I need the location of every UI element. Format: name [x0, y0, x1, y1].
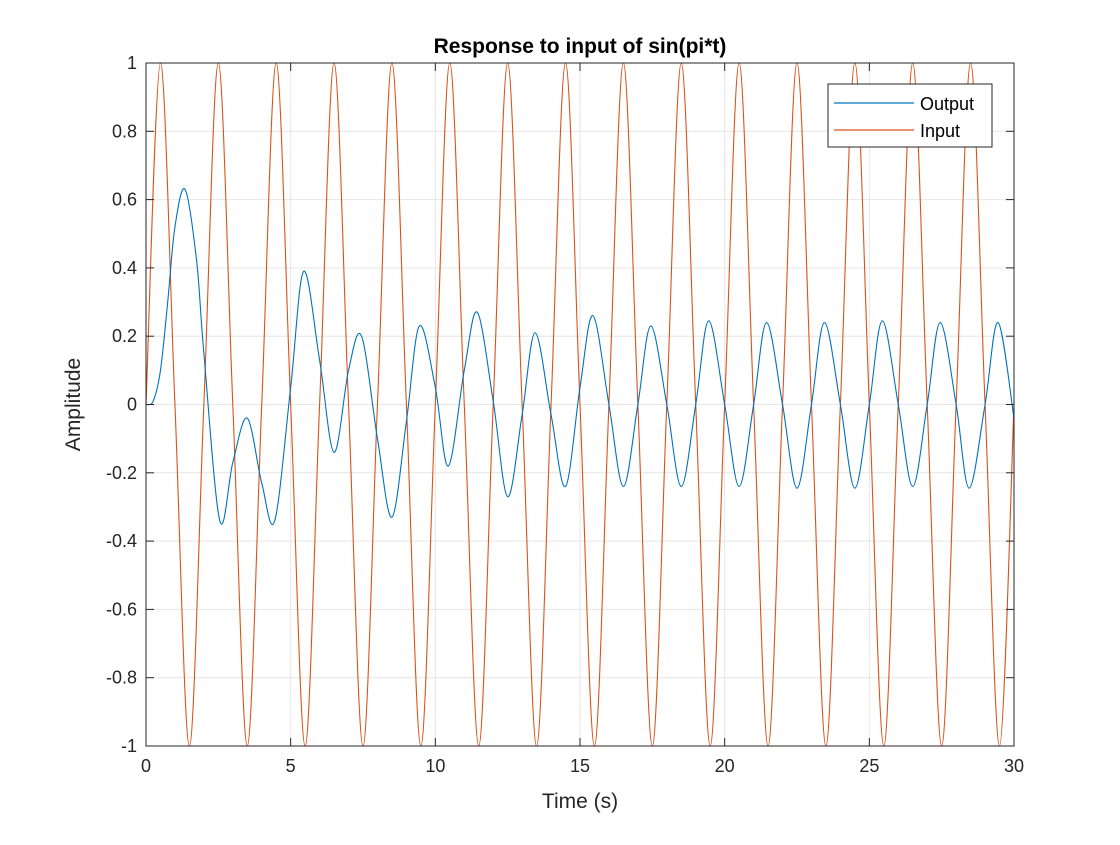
x-axis-label: Time (s): [542, 790, 618, 813]
series-layer: [146, 63, 1014, 746]
y-tick-label: -0.6: [106, 599, 137, 619]
x-tick-label: 25: [859, 756, 879, 776]
y-tick-label: 0.6: [112, 190, 137, 210]
legend-label-output: Output: [920, 94, 974, 114]
y-tick-label: -1: [121, 736, 137, 756]
y-axis-ticks: -1 -0.8 -0.6 -0.4 -0.2 0 0.2 0.4 0.6 0.8 1: [106, 53, 1014, 756]
x-tick-label: 30: [1004, 756, 1024, 776]
chart-title: Response to input of sin(pi*t): [434, 35, 727, 58]
y-tick-label: 0: [127, 395, 137, 415]
x-tick-label: 5: [286, 756, 296, 776]
legend-label-input: Input: [920, 121, 960, 141]
x-tick-label: 0: [141, 756, 151, 776]
y-axis-label: Amplitude: [62, 358, 85, 451]
x-axis-ticks: 0 5 10 15 20 25 30: [141, 63, 1024, 776]
series-line-output: [146, 188, 1014, 525]
y-tick-label: 0.8: [112, 121, 137, 141]
legend-box: [827, 83, 993, 148]
y-tick-label: -0.4: [106, 531, 137, 551]
y-tick-label: -0.8: [106, 668, 137, 688]
y-tick-label: 0.4: [112, 258, 137, 278]
x-tick-label: 10: [425, 756, 445, 776]
y-tick-label: -0.2: [106, 463, 137, 483]
x-tick-label: 20: [715, 756, 735, 776]
legend: Output Input: [827, 83, 993, 148]
y-tick-label: 1: [127, 53, 137, 73]
y-tick-label: 0.2: [112, 326, 137, 346]
legend-items: Output Input: [834, 94, 974, 141]
x-tick-label: 15: [570, 756, 590, 776]
